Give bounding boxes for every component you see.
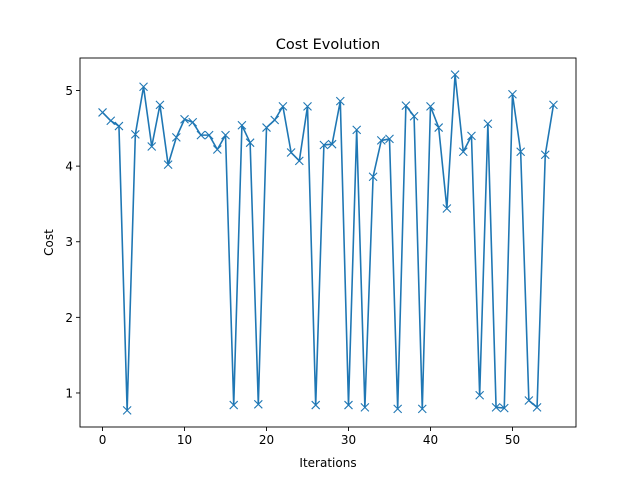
data-point-marker <box>130 129 140 139</box>
y-tick-label: 1 <box>65 386 73 400</box>
data-point-marker <box>221 130 230 140</box>
data-point-marker <box>483 119 493 129</box>
data-point-marker <box>516 147 526 157</box>
data-point-marker <box>188 117 198 127</box>
data-point-marker <box>319 140 329 150</box>
data-point-marker <box>311 400 321 410</box>
data-point-marker <box>434 123 444 132</box>
x-tick-label: 10 <box>177 433 192 447</box>
data-point-marker <box>229 400 239 410</box>
data-point-marker <box>499 403 509 413</box>
x-tick-label: 50 <box>505 433 520 447</box>
data-point-marker <box>139 82 148 92</box>
data-point-marker <box>409 111 419 121</box>
series-markers <box>98 70 558 415</box>
data-point-marker <box>204 130 214 140</box>
x-tick-label: 20 <box>259 433 274 447</box>
data-point-marker <box>475 390 485 400</box>
data-point-marker <box>212 145 222 154</box>
data-point-marker <box>442 204 452 213</box>
data-point-marker <box>278 102 288 111</box>
y-axis-ticks: 1 2 3 4 5 <box>65 84 80 400</box>
data-point-marker <box>286 148 296 157</box>
data-point-marker <box>335 96 345 106</box>
data-point-marker <box>163 160 173 170</box>
data-point-marker <box>524 396 534 405</box>
x-tick-label: 40 <box>423 433 438 447</box>
data-point-marker <box>426 102 435 111</box>
y-tick-label: 3 <box>65 235 73 249</box>
x-tick-label: 0 <box>99 433 107 447</box>
y-axis-label: Cost <box>42 229 56 256</box>
data-point-marker <box>114 121 124 131</box>
y-tick-label: 4 <box>65 160 73 174</box>
axes-frame <box>79 57 577 428</box>
data-point-marker <box>549 100 558 110</box>
data-point-marker <box>491 402 501 412</box>
data-point-marker <box>180 114 189 124</box>
data-point-marker <box>393 404 403 414</box>
data-point-marker <box>106 116 116 126</box>
y-tick-label: 5 <box>65 84 73 98</box>
data-point-marker <box>270 115 280 125</box>
data-point-marker <box>385 134 394 144</box>
data-point-marker <box>237 120 247 130</box>
data-point-marker <box>352 125 362 135</box>
data-point-marker <box>327 139 337 149</box>
x-axis-label: Iterations <box>299 456 356 470</box>
data-point-marker <box>98 108 107 117</box>
chart-title: Cost Evolution <box>276 37 380 53</box>
data-point-marker <box>245 138 255 148</box>
y-tick-label: 2 <box>65 311 73 325</box>
x-axis-ticks: 0 10 20 30 40 50 <box>99 427 520 447</box>
data-point-marker <box>376 136 386 145</box>
data-point-marker <box>458 147 468 157</box>
x-tick-label: 30 <box>341 433 356 447</box>
data-point-marker <box>171 133 181 142</box>
data-point-marker <box>368 172 378 182</box>
data-point-marker <box>417 404 427 414</box>
data-point-marker <box>540 150 550 160</box>
data-point-marker <box>360 402 370 412</box>
data-point-marker <box>401 101 411 111</box>
data-point-marker <box>196 130 206 140</box>
data-point-marker <box>344 400 353 410</box>
data-point-marker <box>122 405 132 415</box>
data-point-marker <box>303 102 312 111</box>
data-point-marker <box>147 142 157 151</box>
data-point-marker <box>508 89 517 99</box>
data-point-marker <box>262 123 271 132</box>
data-point-marker <box>294 156 304 166</box>
data-point-marker <box>532 402 542 412</box>
series-line <box>101 73 555 412</box>
data-point-marker <box>253 399 263 409</box>
data-point-marker <box>155 100 165 110</box>
data-point-marker <box>450 70 460 80</box>
data-point-marker <box>467 131 476 141</box>
